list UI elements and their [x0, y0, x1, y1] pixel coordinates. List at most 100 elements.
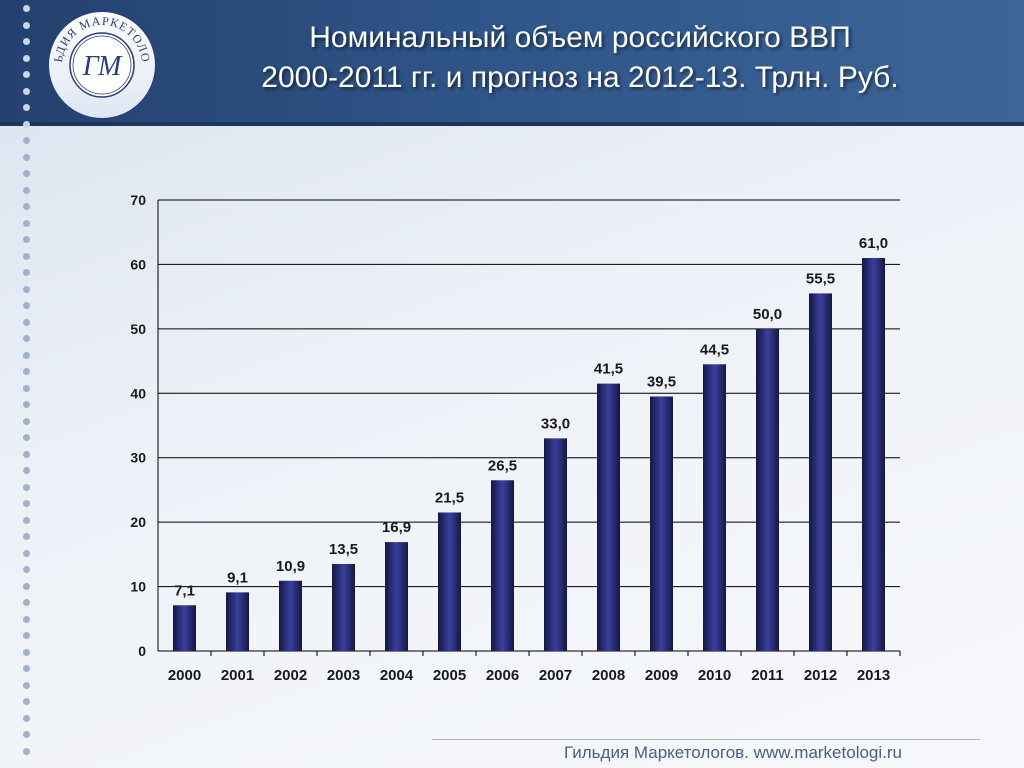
value-label-2009: 39,5 — [647, 374, 676, 391]
decorative-dot — [23, 665, 30, 672]
x-tick-label: 2006 — [486, 667, 519, 684]
decorative-dot — [23, 698, 30, 705]
decorative-dot — [23, 285, 30, 293]
decorative-dot — [23, 516, 30, 524]
value-label-2002: 10,9 — [276, 558, 305, 575]
decorative-dot — [23, 648, 30, 656]
bar-2011 — [756, 328, 779, 651]
page-title: Номинальный объем российского ВВП 2000-2… — [180, 18, 980, 98]
value-label-2004: 16,9 — [382, 519, 411, 536]
x-tick-label: 2000 — [168, 667, 201, 684]
decorative-dot — [23, 335, 30, 342]
decorative-dot — [23, 434, 30, 441]
decorative-dot — [23, 467, 30, 474]
decorative-dot — [23, 5, 30, 12]
slide-background — [0, 126, 1024, 768]
gdp-bar-chart: 0 10 20 30 40 50 60 70 7,1 2000 9,1 2001 10,9 2002 13,… — [130, 192, 901, 684]
x-tick-label: 2002 — [274, 667, 307, 684]
decorative-dot — [23, 450, 30, 458]
decorative-dot — [23, 401, 30, 408]
x-tick-label: 2004 — [380, 667, 414, 684]
decorative-dot — [23, 219, 30, 227]
value-label-2013: 61,0 — [859, 235, 888, 252]
bar-2007 — [544, 438, 567, 651]
decorative-dot — [23, 681, 30, 689]
decorative-dot — [23, 120, 30, 128]
decorative-dot — [23, 302, 30, 309]
decorative-dot — [23, 269, 30, 276]
decorative-dot — [23, 170, 30, 177]
header-divider — [0, 122, 1024, 126]
bar-2000 — [173, 605, 196, 651]
decorative-dot — [23, 54, 30, 62]
decorative-dot — [23, 71, 30, 78]
decorative-dot — [23, 203, 30, 210]
decorative-dot — [23, 549, 30, 557]
bar-2002 — [279, 580, 302, 651]
decorative-dot — [23, 566, 30, 573]
decorative-dot — [23, 500, 30, 507]
value-label-2001: 9,1 — [227, 569, 248, 586]
x-tick-label: 2007 — [539, 667, 572, 684]
decorative-dot — [23, 533, 30, 540]
value-label-2010: 44,5 — [700, 341, 729, 358]
decorative-dot — [23, 21, 30, 29]
x-tick-label: 2001 — [221, 667, 254, 684]
value-label-2003: 13,5 — [329, 541, 358, 558]
bar-2003 — [332, 564, 355, 651]
value-label-2011: 50,0 — [753, 306, 782, 323]
bar-2006 — [491, 480, 514, 651]
value-label-2005: 21,5 — [435, 489, 464, 506]
decorative-dot — [23, 87, 30, 95]
y-tick-label: 20 — [130, 514, 146, 530]
decorative-dot — [23, 137, 30, 144]
x-tick-label: 2013 — [857, 667, 890, 684]
y-tick-label: 60 — [130, 256, 146, 272]
decorative-dot — [23, 384, 30, 392]
value-label-2007: 33,0 — [541, 415, 570, 432]
x-tick-label: 2003 — [327, 667, 360, 684]
x-tick-label: 2005 — [433, 667, 466, 684]
decorative-dot-column — [20, 0, 34, 768]
decorative-dot — [23, 153, 30, 161]
x-tick-label: 2012 — [804, 667, 837, 684]
bar-2008 — [597, 383, 620, 651]
header-band — [0, 0, 1024, 126]
y-tick-label: 30 — [130, 450, 146, 466]
decorative-dot — [23, 318, 30, 326]
decorative-dot — [23, 368, 30, 375]
decorative-dot — [23, 417, 30, 425]
bar-2012 — [809, 293, 832, 651]
bar-2010 — [703, 364, 726, 651]
bar-2001 — [226, 592, 249, 651]
bar-2005 — [438, 512, 461, 651]
decorative-dot — [23, 252, 30, 260]
decorative-dot — [23, 632, 30, 639]
decorative-dot — [23, 104, 30, 111]
x-tick-label: 2011 — [751, 667, 784, 684]
bar-2004 — [385, 542, 408, 651]
y-tick-label: 40 — [130, 385, 146, 401]
decorative-dot — [23, 351, 30, 359]
decorative-dot — [23, 731, 30, 738]
decorative-dot — [23, 599, 30, 606]
value-label-2000: 7,1 — [174, 582, 195, 599]
footer-divider — [432, 739, 980, 740]
title-line-1: Номинальный объем российского ВВП — [309, 21, 851, 54]
footer-text: Гильдия Маркетологов. www.marketologi.ru — [564, 743, 902, 762]
y-tick-label: 0 — [138, 643, 146, 659]
y-tick-label: 70 — [130, 192, 146, 208]
title-line-2: 2000-2011 гг. и прогноз на 2012-13. Трлн… — [261, 61, 899, 94]
bar-2013 — [862, 257, 885, 651]
x-tick-label: 2008 — [592, 667, 625, 684]
value-label-2012: 55,5 — [806, 270, 835, 287]
logo-monogram: ГМ — [82, 51, 123, 82]
value-label-2006: 26,5 — [488, 457, 517, 474]
value-label-2008: 41,5 — [594, 361, 623, 378]
decorative-dot — [23, 186, 30, 194]
decorative-dot — [23, 38, 30, 45]
decorative-dot — [23, 615, 30, 623]
decorative-dot — [23, 483, 30, 491]
guild-logo: ГИЛЬДИЯ МАРКЕТОЛОГОВ ГМ — [46, 9, 157, 120]
x-tick-label: 2009 — [645, 667, 678, 684]
